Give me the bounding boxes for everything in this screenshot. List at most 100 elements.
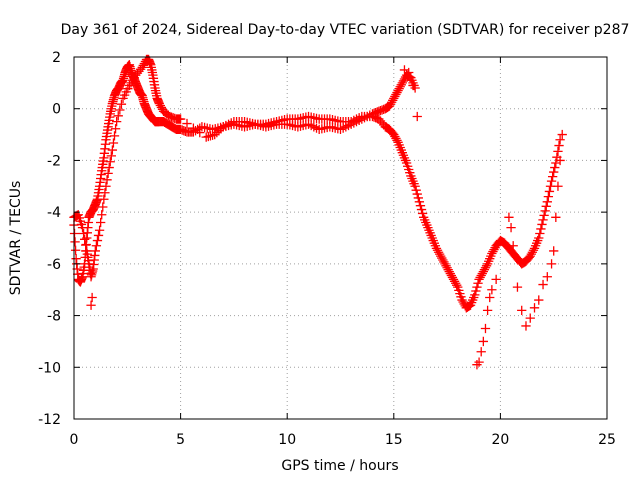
- data-point: [107, 145, 118, 155]
- data-point: [480, 323, 491, 334]
- series-2: [86, 65, 567, 370]
- data-point: [525, 313, 535, 323]
- data-point: [416, 204, 427, 215]
- y-tick-label: -12: [38, 412, 61, 428]
- data-point: [551, 212, 561, 222]
- data-point: [70, 237, 80, 247]
- data-point: [537, 219, 547, 230]
- data-point: [109, 131, 120, 141]
- x-axis-label: GPS time / hours: [281, 458, 398, 474]
- data-point: [86, 300, 96, 310]
- data-point: [557, 129, 567, 140]
- data-point: [111, 116, 122, 127]
- data-point: [538, 215, 548, 225]
- data-point: [555, 155, 565, 166]
- data-point: [474, 357, 484, 367]
- plot-frame: [73, 56, 608, 420]
- data-point: [470, 290, 480, 300]
- data-point: [542, 272, 552, 282]
- data-point: [452, 280, 462, 290]
- data-point: [110, 124, 121, 134]
- data-point: [534, 295, 544, 305]
- data-point: [69, 228, 80, 239]
- data-point: [412, 111, 422, 122]
- data-point: [411, 185, 421, 195]
- data-point: [485, 292, 495, 303]
- data-point: [546, 176, 557, 186]
- data-point: [549, 167, 559, 177]
- data-point: [540, 206, 550, 216]
- data-point: [108, 138, 119, 148]
- data-point: [91, 241, 102, 251]
- data-point: [182, 118, 192, 129]
- data-point: [478, 336, 488, 347]
- chart-title: Day 361 of 2024, Sidereal Day-to-day VTE…: [61, 22, 630, 38]
- data-point: [106, 151, 116, 161]
- data-point: [188, 123, 199, 133]
- data-points: [69, 54, 567, 370]
- x-tick-label: 25: [598, 432, 616, 448]
- data-point: [412, 189, 422, 199]
- data-point: [521, 321, 531, 331]
- y-tick-label: -2: [47, 153, 61, 169]
- data-point: [87, 292, 97, 303]
- data-point: [550, 162, 560, 173]
- data-point: [544, 186, 555, 197]
- data-point: [99, 194, 109, 204]
- data-point: [81, 240, 91, 250]
- data-point: [92, 235, 103, 246]
- data-point: [529, 303, 540, 313]
- data-point: [417, 208, 428, 219]
- x-tick-labels: 0 5 10 15 20 25: [70, 432, 616, 448]
- y-axis-label: SDTVAR / TECUs: [8, 181, 24, 296]
- data-point: [98, 202, 108, 212]
- data-point: [70, 245, 81, 255]
- data-point: [472, 282, 482, 292]
- data-point: [482, 305, 493, 316]
- data-point: [175, 114, 186, 124]
- y-tick-label: 0: [52, 102, 61, 118]
- y-tick-labels: -12 -10 -8 -6 -4 -2 0 2: [38, 50, 61, 428]
- y-tick-label: -8: [47, 309, 61, 325]
- data-point: [539, 210, 549, 221]
- data-point: [97, 210, 107, 220]
- x-tick-label: 5: [176, 432, 185, 448]
- data-point: [410, 181, 420, 191]
- data-point: [512, 282, 523, 292]
- data-point: [103, 168, 113, 179]
- data-point: [415, 201, 426, 211]
- data-point: [508, 241, 518, 251]
- y-tick-label: -6: [47, 257, 61, 273]
- data-point: [115, 105, 125, 115]
- data-point: [414, 197, 425, 207]
- data-point: [90, 246, 100, 256]
- data-point: [554, 140, 564, 151]
- data-point: [534, 233, 544, 243]
- data-point: [105, 157, 115, 167]
- data-point: [555, 135, 565, 145]
- x-tick-label: 10: [278, 432, 296, 448]
- data-point: [538, 279, 548, 290]
- data-point: [100, 188, 110, 198]
- series-1: [69, 54, 420, 282]
- data-point: [101, 181, 111, 191]
- data-point: [542, 197, 552, 207]
- data-point: [413, 193, 423, 203]
- data-point: [116, 99, 127, 109]
- data-point: [545, 181, 556, 191]
- data-point: [517, 305, 527, 316]
- axis-ticks: [73, 56, 608, 420]
- data-point: [408, 80, 418, 91]
- data-point: [543, 191, 554, 202]
- y-tick-label: 2: [52, 50, 61, 66]
- data-point: [94, 225, 105, 235]
- data-point: [113, 111, 123, 121]
- data-point: [471, 286, 481, 296]
- x-tick-label: 15: [385, 432, 403, 448]
- y-tick-label: -10: [38, 360, 61, 376]
- data-point: [476, 347, 486, 357]
- x-tick-label: 20: [491, 432, 509, 448]
- data-point: [535, 228, 545, 239]
- data-point: [504, 212, 514, 222]
